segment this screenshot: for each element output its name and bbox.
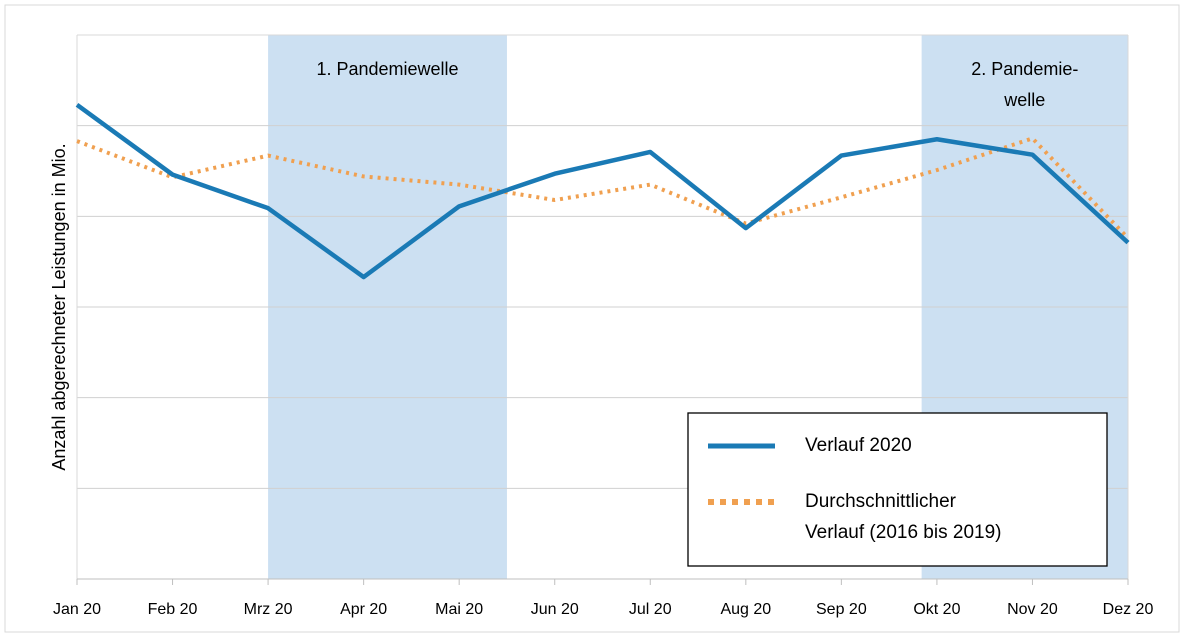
x-tick-label: Dez 20	[1103, 601, 1154, 618]
legend: Verlauf 2020 Durchschnittlicher Verlauf (2…	[687, 412, 1108, 567]
x-tick-label: Sep 20	[816, 601, 867, 618]
legend-label: Verlauf 2020	[805, 435, 912, 456]
x-tick-label: Mai 20	[435, 601, 483, 618]
series-line	[75, 102, 1130, 280]
x-tick-label: Feb 20	[148, 601, 198, 618]
x-tick-label: Nov 20	[1007, 601, 1058, 618]
x-tick-label: Jul 20	[629, 601, 672, 618]
x-tick-label: Aug 20	[720, 601, 771, 618]
x-tick-label: Mrz 20	[244, 601, 293, 618]
band-label: welle	[1003, 90, 1045, 110]
band-label: 2. Pandemie-	[971, 59, 1078, 79]
x-tick-label: Jun 20	[531, 601, 579, 618]
y-axis-label: Anzahl abgerechneter Leistungen in Mio.	[49, 143, 69, 470]
x-tick-label: Apr 20	[340, 601, 387, 618]
legend-label: Durchschnittlicher	[805, 491, 957, 512]
band-label: 1. Pandemiewelle	[316, 59, 458, 79]
series-line	[76, 136, 1130, 240]
x-tick-label: Jan 20	[53, 601, 101, 618]
legend-box	[687, 412, 1108, 567]
legend-label: Verlauf (2016 bis 2019)	[805, 522, 1001, 543]
x-tick-label: Okt 20	[913, 601, 960, 618]
